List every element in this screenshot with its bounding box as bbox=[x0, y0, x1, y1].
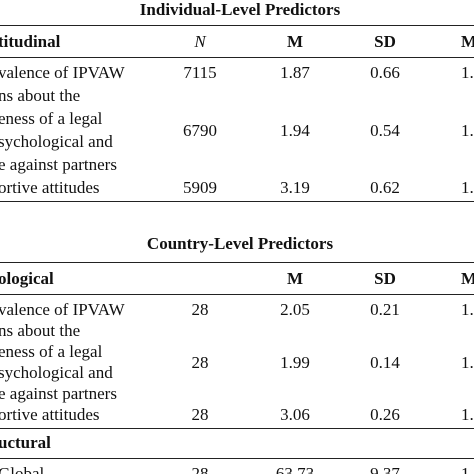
cell-value: 1.94 bbox=[280, 120, 310, 140]
cell-value: 5909 bbox=[183, 178, 217, 197]
group-heading: titudinal bbox=[0, 32, 61, 51]
section-title: Individual-Level Predictors bbox=[139, 0, 341, 19]
cell-value: 28 bbox=[191, 352, 209, 372]
rule bbox=[0, 294, 474, 295]
cell-value: 9.37 bbox=[370, 464, 400, 474]
row-label: sychological and bbox=[0, 363, 113, 382]
row-label: ortive attitudes bbox=[0, 178, 100, 197]
cell-value: 1. bbox=[461, 405, 474, 424]
cell-value: 0.66 bbox=[370, 63, 400, 82]
cell-value: 1. bbox=[461, 352, 474, 372]
cell-value: 63.73 bbox=[275, 464, 315, 474]
rule bbox=[0, 201, 474, 202]
column-header: M bbox=[286, 269, 304, 288]
rule bbox=[0, 25, 474, 26]
row-label: eness of a legal bbox=[0, 109, 103, 128]
row-label: eness of a legal bbox=[0, 342, 103, 361]
section-title: Country-Level Predictors bbox=[146, 234, 334, 253]
column-header: SD bbox=[374, 269, 396, 288]
cell-value: 1. bbox=[461, 300, 474, 319]
row-label: valence of IPVAW bbox=[0, 63, 125, 82]
column-header: N bbox=[194, 32, 206, 51]
column-header: SD bbox=[374, 32, 396, 51]
cell-value: 1.99 bbox=[280, 352, 310, 372]
rule bbox=[0, 428, 474, 429]
column-header: M bbox=[286, 32, 304, 51]
row-label: sychological and bbox=[0, 132, 113, 151]
cell-value: 2.05 bbox=[280, 300, 310, 319]
row-label: ortive attitudes bbox=[0, 405, 100, 424]
cell-value: 1. bbox=[461, 63, 474, 82]
group-heading: uctural bbox=[0, 433, 51, 452]
row-label: valence of IPVAW bbox=[0, 300, 125, 319]
row-label: Global bbox=[0, 464, 45, 474]
column-header: M bbox=[461, 32, 474, 51]
cell-value: 0.62 bbox=[370, 178, 400, 197]
row-label: e against partners bbox=[0, 384, 117, 403]
cell-value: 1.87 bbox=[280, 63, 310, 82]
cell-value: 28 bbox=[191, 464, 209, 474]
rule bbox=[0, 57, 474, 58]
cell-value: 0.21 bbox=[370, 300, 400, 319]
cell-value: 3.19 bbox=[280, 178, 310, 197]
row-label: ns about the bbox=[0, 321, 81, 340]
cell-value: 1. bbox=[461, 464, 474, 474]
rule bbox=[0, 262, 474, 263]
cell-value: 0.26 bbox=[370, 405, 400, 424]
row-label: e against partners bbox=[0, 155, 117, 174]
cell-value: 0.14 bbox=[370, 352, 400, 372]
cell-value: 0.54 bbox=[370, 120, 400, 140]
cell-value: 1. bbox=[461, 120, 474, 140]
rule bbox=[0, 458, 474, 459]
row-label: ns about the bbox=[0, 86, 81, 105]
column-header: M bbox=[461, 269, 474, 288]
cell-value: 6790 bbox=[183, 120, 217, 140]
group-heading: ological bbox=[0, 269, 54, 288]
cell-value: 3.06 bbox=[280, 405, 310, 424]
cell-value: 1. bbox=[461, 178, 474, 197]
cell-value: 7115 bbox=[183, 63, 217, 82]
cell-value: 28 bbox=[191, 300, 209, 319]
cell-value: 28 bbox=[191, 405, 209, 424]
